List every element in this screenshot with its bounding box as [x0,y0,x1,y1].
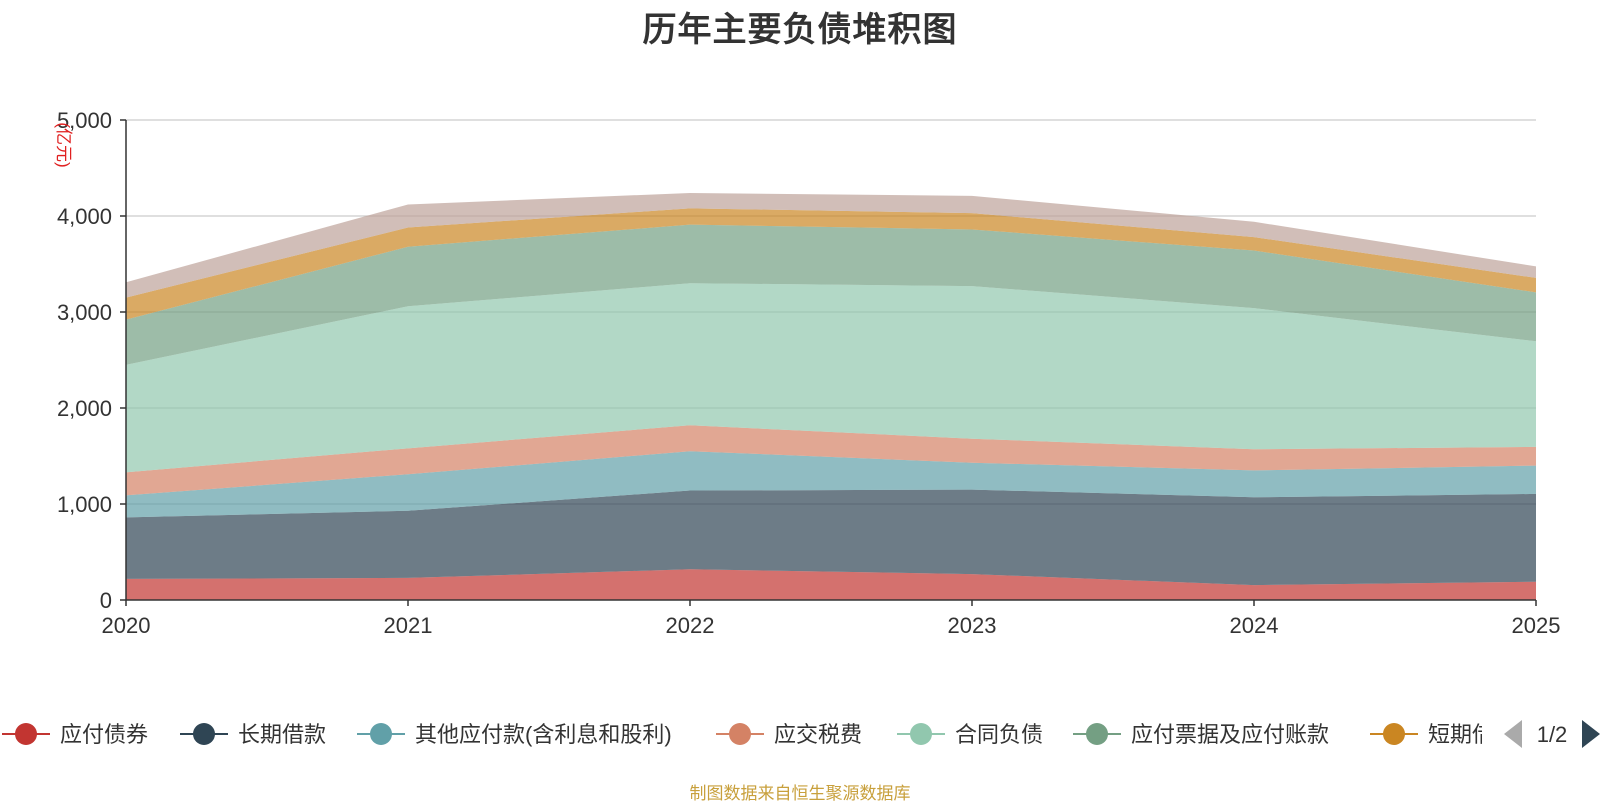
legend-item[interactable]: 应付债券 [2,722,148,747]
axes: 0 1,000 2,000 3,000 4,000 5,000 2020 2021 2022 20… [54,108,1560,638]
y-tick-label: 3,000 [57,300,112,325]
y-tick-label: 0 [100,588,112,613]
legend: 应付债券 长期借款 其他应付款(含利息和股利) 应交税费 合同负债 应付票据及应付账款 短期… [2,720,1600,748]
legend-label: 短期借 [1428,722,1494,747]
legend-label: 应交税费 [774,722,862,747]
x-tick-label: 2022 [666,613,715,638]
y-tick-label: 2,000 [57,396,112,421]
legend-item[interactable]: 其他应付款(含利息和股利) [357,722,672,747]
legend-label: 应付票据及应付账款 [1131,722,1329,747]
area-series [126,192,1536,600]
legend-marker-icon [15,723,37,745]
x-tick-label: 2025 [1512,613,1561,638]
area-series-7 [126,192,1536,298]
y-tick-label: 4,000 [57,204,112,229]
area-series-0 [126,569,1536,600]
legend-marker-icon [1383,723,1405,745]
area-series-1 [126,489,1536,586]
legend-marker-icon [1086,723,1108,745]
legend-label: 合同负债 [955,722,1043,747]
legend-items: 应付债券 长期借款 其他应付款(含利息和股利) 应交税费 合同负债 应付票据及应付账款 短期… [2,722,1494,747]
legend-marker-icon [729,723,751,745]
area-series-2 [126,451,1536,518]
legend-item[interactable]: 应付票据及应付账款 [1073,722,1329,747]
area-series-6 [126,208,1536,320]
legend-marker-icon [193,723,215,745]
area-series-3 [126,425,1536,496]
source-note: 制图数据来自恒生聚源数据库 [689,784,911,803]
legend-marker-icon [910,723,932,745]
y-axis-label: (亿元) [54,122,73,167]
legend-item[interactable]: 应交税费 [716,722,862,747]
legend-label: 应付债券 [60,722,148,747]
legend-page-indicator: 1/2 [1537,722,1568,747]
legend-marker-icon [370,723,392,745]
legend-item[interactable]: 长期借款 [180,722,326,747]
legend-label: 其他应付款(含利息和股利) [415,722,672,747]
y-tick-label: 1,000 [57,492,112,517]
area-series-4 [126,283,1536,473]
x-tick-label: 2024 [1230,613,1279,638]
legend-label: 长期借款 [238,722,326,747]
legend-next-page-icon[interactable] [1582,720,1600,748]
x-tick-label: 2023 [948,613,997,638]
x-tick-label: 2020 [102,613,151,638]
chart-title: 历年主要负债堆积图 [642,11,958,49]
legend-item[interactable]: 合同负债 [897,722,1043,747]
area-series-5 [126,224,1536,365]
legend-item[interactable]: 短期借 [1370,722,1494,747]
x-tick-label: 2021 [384,613,433,638]
legend-prev-page-icon[interactable] [1504,720,1522,748]
y-tick-label: 5,000 [57,108,112,133]
